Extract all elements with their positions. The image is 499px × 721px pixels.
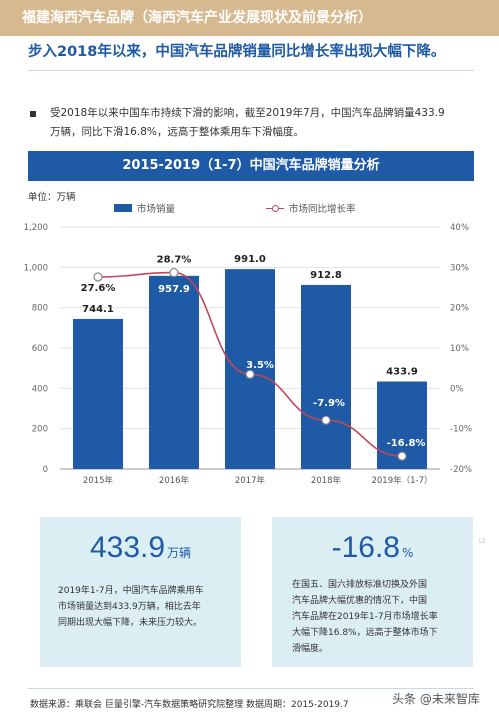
chart-banner: 2015-2019（1-7）中国汽车品牌销量分析 — [28, 151, 474, 181]
y-tick-left: 800 — [32, 304, 48, 314]
legend-line-swatch-icon — [266, 204, 284, 212]
bar-value-label: 912.8 — [310, 270, 342, 281]
bar-value-label: 744.1 — [82, 304, 114, 315]
growth-value-label: 28.7% — [157, 255, 192, 266]
bar-2016年 — [149, 275, 199, 469]
legend-bar-swatch-icon — [114, 204, 132, 212]
bar-value-label: 991.0 — [234, 254, 266, 265]
y-tick-right: -20% — [450, 465, 472, 475]
y-tick-right: 0% — [450, 384, 464, 394]
growth-value-label: -16.8% — [387, 438, 426, 449]
intro-line-2: 万辆，同比下滑16.8%，远高于整体乘用车下滑幅度。 — [50, 126, 304, 138]
growth-value-label: 3.5% — [246, 360, 274, 371]
y-tick-right: 30% — [450, 263, 469, 273]
bar-2015年 — [73, 318, 123, 469]
x-tick-label: 2018年 — [311, 475, 342, 486]
bar-2017年 — [225, 269, 275, 469]
bar-value-label: 957.9 — [158, 284, 190, 295]
y-tick-left: 200 — [32, 425, 48, 435]
data-source: 数据来源：乘联会 巨量引擎-汽车数据策略研究院整理 数据周期：2015-2019… — [30, 700, 349, 710]
y-tick-right: 40% — [450, 223, 469, 233]
stat-growth-number: -16.8 — [331, 531, 400, 564]
stat-card-sales-desc: 2019年1-7月，中国汽车品牌乘用车 市场销量达到433.9万辆，相比去年 同… — [58, 583, 226, 631]
stat-card-sales-value: 433.9 万辆 — [40, 531, 241, 565]
stat-sales-number: 433.9 — [89, 531, 166, 564]
stat-card-growth: -16.8% 在国五、国六排放标准切换及外国 汽车品牌大幅优惠的情况下，中国 汽… — [272, 517, 473, 667]
growth-point-2015年 — [93, 272, 103, 282]
x-tick-label: 2016年 — [159, 475, 190, 486]
stat-sales-unit: 万辆 — [167, 546, 192, 560]
growth-point-2019年（1-7） — [397, 451, 407, 461]
chart-unit-label: 单位：万辆 — [28, 192, 76, 203]
stat-card-growth-value: -16.8% — [272, 531, 473, 565]
y-tick-right: -10% — [450, 425, 472, 435]
intro-text: 受2018年以来中国车市持续下滑的影响，截至2019年7月，中国汽车品牌销量43… — [50, 104, 470, 142]
growth-point-2016年 — [169, 267, 179, 278]
stat-growth-desc-line: 在国五、国六排放标准切换及外国 — [292, 580, 428, 590]
y-tick-right: 10% — [450, 344, 469, 354]
y-tick-left: 0 — [43, 465, 48, 475]
bullet-square-icon — [30, 111, 36, 117]
growth-point-2018年 — [321, 415, 331, 425]
legend-bar-label: 市场销量 — [137, 204, 176, 215]
footer-divider — [28, 688, 474, 689]
y-tick-left: 400 — [32, 384, 48, 394]
stat-card-sales: 433.9 万辆 2019年1-7月，中国汽车品牌乘用车 市场销量达到433.9万… — [40, 517, 241, 667]
y-tick-left: 1,200 — [24, 223, 48, 233]
page-number: 12 — [478, 538, 486, 545]
stat-sales-desc-line: 市场销量达到433.9万辆，相比去年 — [58, 602, 201, 612]
x-tick-label: 2017年 — [235, 475, 266, 486]
y-tick-right: 20% — [450, 304, 469, 314]
bar-value-label: 433.9 — [386, 366, 418, 377]
legend-line-series: 市场同比增长率 — [266, 201, 356, 215]
y-tick-left: 1,000 — [24, 263, 48, 273]
watermark: 头条 @未来智库 — [392, 692, 480, 706]
stat-sales-desc-line: 同期出现大幅下降，未来压力较大。 — [58, 618, 203, 628]
intro-line-1: 受2018年以来中国车市持续下滑的影响，截至2019年7月，中国汽车品牌销量43… — [50, 107, 445, 119]
legend-line-label: 市场同比增长率 — [289, 204, 356, 215]
growth-point-2017年 — [245, 369, 255, 379]
growth-value-label: 27.6% — [81, 283, 116, 294]
legend-bar-series: 市场销量 — [114, 201, 175, 215]
y-tick-left: 600 — [32, 344, 48, 354]
sales-chart: 0 200 400 600 800 1,000 1,200 -20% -10% 0% 10% 20% 3… — [24, 223, 472, 486]
stat-sales-desc-line: 2019年1-7月，中国汽车品牌乘用车 — [58, 586, 204, 596]
headline: 步入2018年以来，中国汽车品牌销量同比增长率出现大幅下降。 — [28, 44, 446, 60]
growth-value-label: -7.9% — [313, 398, 345, 409]
stat-growth-desc-line: 滑幅度。 — [292, 644, 329, 654]
stat-growth-desc-line: 汽车品牌大幅优惠的情况下，中国 — [292, 596, 428, 606]
stat-card-growth-desc: 在国五、国六排放标准切换及外国 汽车品牌大幅优惠的情况下，中国 汽车品牌在201… — [292, 577, 460, 657]
x-tick-label: 2015年 — [83, 475, 114, 486]
x-tick-label: 2019年（1-7） — [371, 475, 432, 486]
page-title: 福建海西汽车品牌（海西汽车产业发展现状及前景分析） — [0, 0, 499, 36]
stat-growth-desc-line: 汽车品牌在2019年1-7月市场增长率 — [292, 612, 438, 622]
bar-2018年 — [301, 284, 351, 469]
headline-divider — [28, 70, 474, 71]
stat-growth-desc-line: 大幅下降16.8%，远高于整体市场下 — [292, 628, 438, 638]
stat-growth-unit: % — [401, 546, 414, 560]
